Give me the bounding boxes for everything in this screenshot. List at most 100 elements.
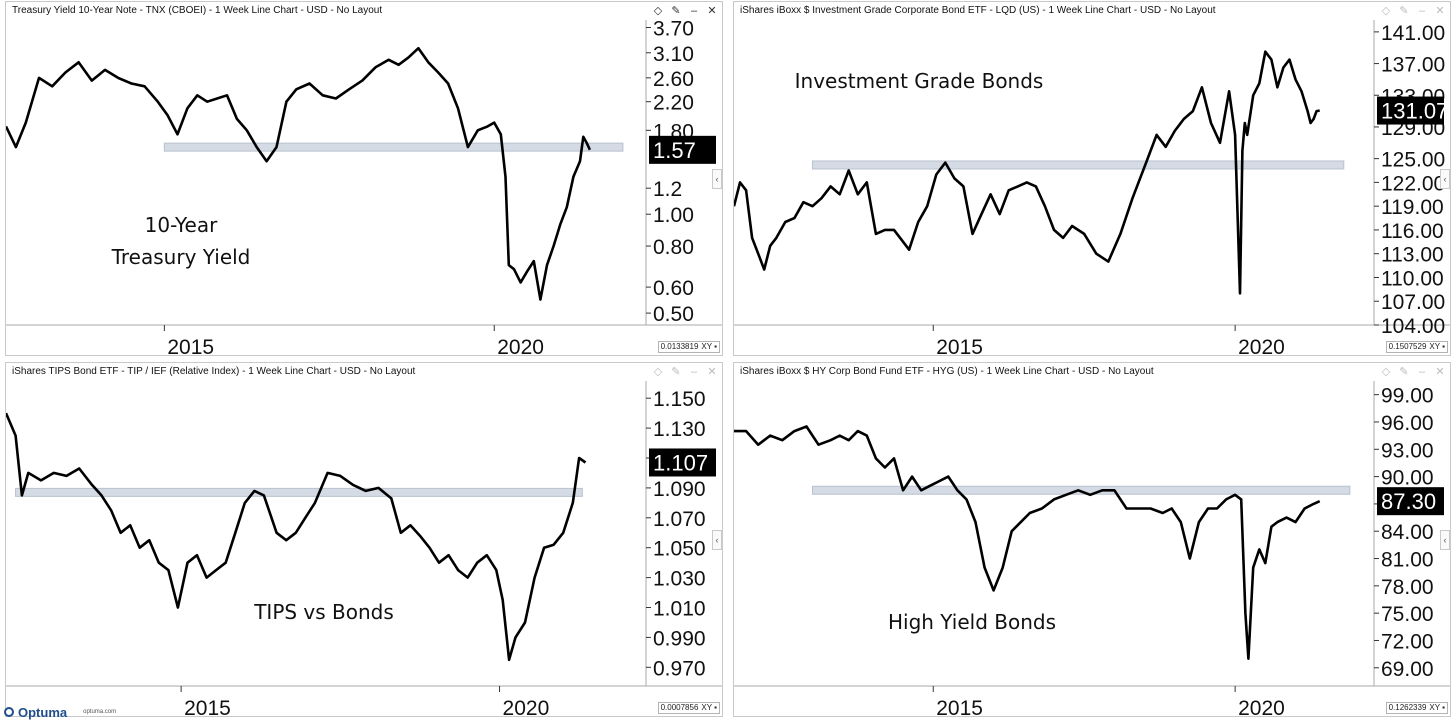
last-value-badge [649, 135, 716, 164]
close-icon[interactable]: ✕ [1435, 366, 1445, 378]
series-line [6, 46, 592, 301]
y-tick-label: 1.010 [653, 598, 706, 621]
chart-annotation: 10-Year [145, 213, 218, 237]
line-chart[interactable]: 3.703.102.602.201.801.21.000.800.600.502… [6, 20, 723, 356]
y-tick-label: 1.030 [653, 568, 706, 591]
x-tick-label: 2015 [936, 336, 983, 356]
close-icon[interactable]: ✕ [707, 5, 717, 17]
chart-panel-tnx: Treasury Yield 10-Year Note - TNX (CBOEI… [5, 1, 723, 356]
chart-panel-hyg: iShares iBoxx $ HY Corp Bond Fund ETF - … [733, 362, 1451, 717]
minimize-icon[interactable]: – [690, 366, 698, 378]
coord-readout[interactable]: 0.1507529 XY ▪ [1385, 341, 1448, 353]
y-tick-label: 141.00 [1381, 22, 1445, 45]
panel-title: iShares TIPS Bond ETF - TIP / IEF (Relat… [12, 366, 416, 377]
last-value-label: 1.57 [653, 138, 696, 163]
y-tick-label: 113.00 [1381, 244, 1444, 267]
optuma-logo-icon [4, 707, 14, 717]
last-value-label: 131.07 [1381, 99, 1448, 124]
close-icon[interactable]: ✕ [1435, 5, 1445, 17]
pin-icon[interactable]: ✎ [1399, 366, 1409, 378]
coord-readout[interactable]: 0.1262339 XY ▪ [1385, 702, 1448, 714]
coord-readout[interactable]: 0.0007856 XY ▪ [657, 702, 720, 714]
panel-title: Treasury Yield 10-Year Note - TNX (CBOEI… [12, 5, 383, 16]
brand-name: Optuma [18, 704, 68, 720]
diamond-icon[interactable]: ◇ [1381, 366, 1391, 378]
series-line [6, 412, 587, 662]
minimize-icon[interactable]: – [1418, 5, 1426, 17]
panel-title: iShares iBoxx $ HY Corp Bond Fund ETF - … [740, 366, 1154, 377]
last-value-badge [649, 448, 716, 477]
y-tick-label: 93.00 [1381, 439, 1434, 462]
y-tick-label: 90.00 [1381, 467, 1434, 490]
chart-panel-lqd: iShares iBoxx $ Investment Grade Corpora… [733, 1, 1451, 356]
x-tick-label: 2020 [497, 336, 544, 356]
x-tick-label: 2020 [1238, 697, 1285, 717]
support-band [811, 160, 1345, 170]
y-tick-label: 137.00 [1381, 54, 1445, 77]
y-tick-label: 3.10 [653, 43, 694, 66]
x-tick-label: 2015 [184, 697, 231, 717]
line-chart[interactable]: 1.1501.1301.1101.0901.0701.0501.0301.010… [6, 381, 723, 717]
y-tick-label: 110.00 [1381, 267, 1444, 290]
y-tick-label: 104.00 [1381, 315, 1445, 338]
y-tick-label: 2.60 [653, 68, 694, 91]
y-tick-label: 1.2 [653, 178, 682, 201]
last-value-label: 1.107 [653, 450, 708, 475]
y-tick-label: 1.00 [653, 204, 694, 227]
brand-footer: Optuma optuma.com [4, 703, 116, 721]
diamond-icon[interactable]: ◇ [653, 366, 663, 378]
x-tick-label: 2015 [167, 336, 214, 356]
y-tick-label: 0.970 [653, 657, 706, 680]
coord-readout[interactable]: 0.0133819 XY ▪ [657, 341, 720, 353]
y-tick-label: 1.070 [653, 508, 706, 531]
y-tick-label: 99.00 [1381, 385, 1434, 408]
last-value-badge [1377, 487, 1444, 516]
line-chart[interactable]: 141.00137.00133.00129.00125.00122.00119.… [734, 20, 1451, 356]
brand-url: optuma.com [83, 709, 117, 715]
y-tick-label: 96.00 [1381, 412, 1434, 435]
x-tick-label: 2020 [503, 697, 550, 717]
y-tick-label: 125.00 [1381, 149, 1445, 172]
scroll-arrow-icon[interactable]: ‹ [712, 530, 722, 550]
y-tick-label: 81.00 [1381, 549, 1434, 572]
chart-annotation: TIPS vs Bonds [253, 600, 394, 624]
chart-panel-tip: iShares TIPS Bond ETF - TIP / IEF (Relat… [5, 362, 723, 717]
y-tick-label: 1.090 [653, 478, 706, 501]
y-tick-label: 116.00 [1381, 220, 1444, 243]
last-value-badge [1377, 96, 1444, 125]
y-tick-label: 0.80 [653, 236, 694, 259]
y-tick-label: 1.150 [653, 388, 706, 411]
y-tick-label: 3.70 [653, 20, 694, 41]
line-chart[interactable]: 99.0096.0093.0090.0087.0084.0081.0078.00… [734, 381, 1451, 717]
scroll-arrow-icon[interactable]: ‹ [1440, 169, 1450, 189]
panel-title: iShares iBoxx $ Investment Grade Corpora… [740, 5, 1216, 16]
x-tick-label: 2020 [1238, 336, 1285, 356]
y-tick-label: 0.50 [653, 303, 694, 326]
pin-icon[interactable]: ✎ [671, 5, 681, 17]
chart-annotation: High Yield Bonds [888, 610, 1056, 634]
y-tick-label: 122.00 [1381, 172, 1445, 195]
diamond-icon[interactable]: ◇ [653, 5, 663, 17]
pin-icon[interactable]: ✎ [1399, 5, 1409, 17]
pin-icon[interactable]: ✎ [671, 366, 681, 378]
scroll-arrow-icon[interactable]: ‹ [1440, 530, 1450, 550]
scroll-arrow-icon[interactable]: ‹ [712, 169, 722, 189]
minimize-icon[interactable]: – [1418, 366, 1426, 378]
y-tick-label: 69.00 [1381, 658, 1434, 681]
panel-header-icons: ◇ ✎ – ✕ [652, 363, 718, 381]
support-band [15, 487, 583, 497]
series-line [734, 425, 1321, 661]
minimize-icon[interactable]: – [690, 5, 698, 17]
last-value-label: 87.30 [1381, 489, 1436, 514]
y-tick-label: 119.00 [1381, 196, 1444, 219]
y-tick-label: 0.60 [653, 277, 694, 300]
series-line [734, 50, 1320, 295]
y-tick-label: 84.00 [1381, 521, 1434, 544]
y-tick-label: 107.00 [1381, 291, 1445, 314]
y-tick-label: 72.00 [1381, 630, 1434, 653]
diamond-icon[interactable]: ◇ [1381, 5, 1391, 17]
panel-header-icons: ◇ ✎ – ✕ [1380, 363, 1446, 381]
close-icon[interactable]: ✕ [707, 366, 717, 378]
y-tick-label: 1.130 [653, 418, 706, 441]
panel-header-icons: ◇ ✎ – ✕ [652, 2, 718, 20]
